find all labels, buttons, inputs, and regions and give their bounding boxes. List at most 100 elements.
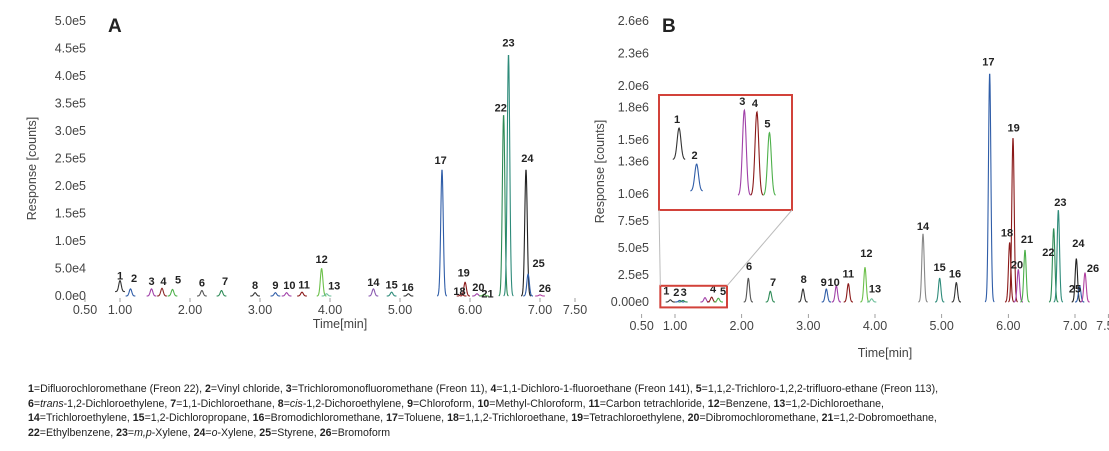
peak-17 [951,282,962,303]
legend-item: 4=1,1-Dichloro-1-fluoroethane (Freon 141… [490,383,693,395]
y-tick-label: 1.3e6 [618,155,649,169]
legend-name: Dibromochloromethane [705,412,816,424]
legend-item: 26=Bromoform [319,426,391,439]
legend-item: 7=1,1-Dichloroethane, [170,397,275,410]
x-tick-label: 4.00 [863,319,887,333]
y-tick-label: 3.5e5 [55,97,86,111]
x-axis-title: Time[min] [313,317,367,331]
x-tick-label: 1.00 [663,319,687,333]
chromatogram-figure: A 0.0e0 5.0e4 1.0e5 1.5e5 2.0e5 2.5e5 3.0e5 3.5e… [25,14,1109,360]
legend-item: 25=Styrene, [259,426,317,439]
panel-B: B 0.00e0 2.5e5 5.0e5 7.5e5 1.0e6 1.3e6 1.5e6 1.8… [593,14,1109,360]
peak-19 [460,281,471,297]
peak-label-12: 12 [315,254,327,266]
legend-name: Carbon tetrachloride [605,397,702,410]
peak-label-9: 9 [272,280,278,292]
peak-8 [250,292,260,297]
legend-number: 18 [447,412,459,424]
legend-item: 13=1,2-Dichloroethane, [773,397,884,410]
legend-item: 2=Vinyl chloride, [204,383,283,395]
inset-label-5: 5 [764,119,770,131]
legend-item: 19=Tetrachloroethylene, [571,412,685,424]
peak-8 [765,290,775,303]
peak-label-10: 10 [828,277,840,289]
y-tick-label: 3.0e5 [55,124,86,138]
legend-name: Benzene [725,397,768,410]
peak-18 [456,293,467,297]
legend-number: 9 [407,397,413,410]
inset-peak-5 [762,131,776,196]
peak-9 [798,288,808,303]
peak-label-1: 1 [663,286,669,298]
peak-label-23: 23 [1054,197,1066,209]
legend-item: 9=Chloroform, [407,397,475,410]
legend-name-prefix: cis [289,397,303,410]
y-axis-title: Response [counts] [593,120,607,224]
peak-7 [743,277,754,303]
inset-peak-3 [737,108,751,196]
legend-name: Trichloromonofluoromethane (Freon 11) [297,383,485,395]
x-tick-label: 7.00 [1063,319,1087,333]
legend-number: 6 [28,397,34,410]
legend-name: -Xylene [217,426,254,439]
peak-label-4: 4 [710,284,717,296]
legend-name: 1,1,2-Trichloro-1,2,2-trifluoro-ethane (… [707,383,936,395]
peak-label-26: 26 [539,283,551,295]
inset-peak-2 [690,163,703,192]
legend-number: 7 [170,397,177,410]
legend-name: -1,2-Dichloroethylene [63,397,165,410]
peak-3 [678,299,688,303]
legend-name-prefix: trans [40,397,64,410]
legend-number: 4 [490,383,497,395]
peak-label-6: 6 [199,277,205,289]
peak-label-8: 8 [801,274,807,286]
peak-9 [270,292,281,297]
peak-26 [535,294,545,297]
legend-number: 25 [259,426,272,439]
peak-label-3: 3 [148,276,154,288]
y-tick-label: 1.0e5 [55,234,86,248]
peak-17 [436,169,448,297]
legend-number: 2 [204,383,211,395]
legend-name: Tetrachloroethylene [589,412,682,424]
peak-26b [1080,272,1090,303]
y-tick-label: 2.3e6 [618,46,649,60]
inset-label-2: 2 [692,150,698,162]
legend-name: 1,1-Dichloro-1-fluoroethane (Freon 141) [502,383,690,395]
legend-name: Chloroform [419,397,472,410]
peak-24 [520,169,532,297]
peak-20 [1008,138,1018,303]
compound-legend: 1=Difluorochloromethane (Freon 22), 2=Vi… [28,382,1098,440]
y-tick-label: 7.5e5 [618,214,649,228]
x-tick-label: 2.00 [178,303,202,317]
y-tick-label: 0.0e0 [55,289,86,303]
legend-number: 21 [821,412,834,424]
x-tick-label: 7.50 [1096,319,1109,333]
legend-name: Styrene [277,426,314,439]
peak-label-15: 15 [934,262,946,274]
x-tick-label: 7.50 [563,303,587,317]
peak-3 [146,288,157,297]
legend-number: 3 [285,383,292,395]
inset-label-4: 4 [752,98,759,110]
peak-21 [479,293,489,297]
legend-number: 8 [277,397,284,410]
peak-label-20: 20 [472,282,484,294]
y-tick-label: 4.5e5 [55,42,86,56]
x-tick-label: 3.00 [248,303,272,317]
legend-name: Vinyl chloride [217,383,280,395]
legend-name: Bromoform [337,426,391,439]
y-tick-label: 0.00e0 [611,295,649,309]
legend-item: 3=Trichloromonofluoromethane (Freon 11), [285,383,488,395]
peak-label-18: 18 [453,286,465,298]
peak-label-2: 2 [673,287,679,299]
peak-label-2: 2 [131,273,137,285]
legend-item: 24=o-Xylene, [193,426,257,439]
x-tick-label: 0.50 [629,319,653,333]
legend-number: 11 [588,397,600,410]
peak-label-21: 21 [481,288,493,300]
peak-label-17: 17 [982,57,994,69]
peak-label-10: 10 [283,280,295,292]
y-tick-label: 1.5e6 [618,133,649,147]
zoom-connector [658,209,661,286]
